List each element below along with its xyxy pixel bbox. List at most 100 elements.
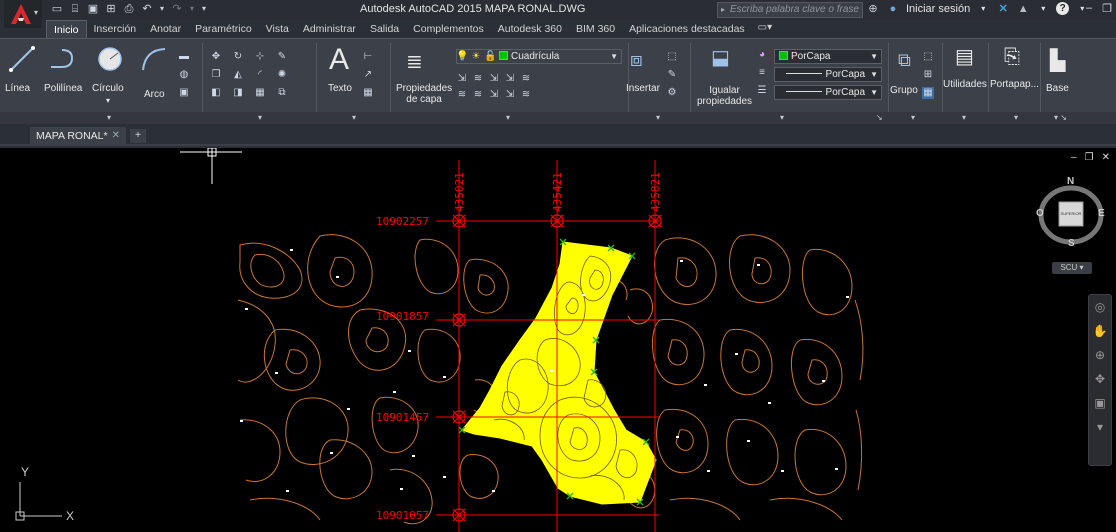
arc-icon[interactable]	[140, 45, 168, 73]
attribute-icon[interactable]: ⚙	[667, 87, 677, 98]
layer-lock-icon[interactable]: 🔓	[484, 51, 497, 62]
layer-tool-7-icon[interactable]: ≋	[473, 89, 483, 100]
signin-dropdown-icon[interactable]: ▾	[981, 4, 986, 13]
print-icon[interactable]: ⎙	[124, 3, 134, 15]
groups-panel-expand-icon[interactable]: ▾	[911, 113, 916, 122]
ribbon-minimize-icon[interactable]: ▭▾	[757, 22, 773, 33]
tab-inicio[interactable]: Inicio	[46, 20, 87, 38]
tab-vista[interactable]: Vista	[265, 23, 289, 35]
color-dropdown[interactable]: PorCapa ▼	[774, 49, 882, 64]
binoculars-icon[interactable]: ⊕	[868, 3, 878, 15]
base-view-icon[interactable]: ▙	[1050, 50, 1066, 72]
utilities-button[interactable]: Utilidades	[943, 79, 987, 90]
properties-panel-expand-icon[interactable]: ▾	[780, 113, 785, 122]
offset-icon[interactable]: ⧉	[278, 87, 286, 98]
search-input[interactable]: ▸ Escriba palabra clave o frase	[717, 2, 863, 18]
region-icon[interactable]: ▣	[179, 87, 189, 98]
tab-administrar[interactable]: Administrar	[302, 23, 356, 35]
tab-autodesk-360[interactable]: Autodesk 360	[497, 23, 562, 35]
leader-icon[interactable]: ↗	[363, 69, 373, 80]
tab-insercion[interactable]: Inserción	[93, 23, 137, 35]
help-icon[interactable]: ?	[1056, 2, 1070, 15]
layer-freeze-icon[interactable]: ☀	[471, 51, 481, 62]
viewcube-face-top[interactable]: SUPERIOR	[1060, 211, 1082, 216]
layer-tool-5-icon[interactable]: ≋	[521, 73, 531, 84]
clipboard-button[interactable]: Portapap...	[990, 79, 1039, 90]
tab-anotar[interactable]: Anotar	[150, 23, 182, 35]
redo-dropdown-icon[interactable]: ▾	[189, 4, 194, 13]
signin-button[interactable]: Iniciar sesión	[906, 2, 971, 15]
zoom-icon[interactable]: ⊕	[1094, 348, 1106, 362]
trim-icon[interactable]: ⊹	[255, 51, 265, 62]
layer-on-icon[interactable]: 💡	[456, 51, 469, 62]
steering-wheel-icon[interactable]: ◎	[1094, 300, 1106, 314]
scale-icon[interactable]: ◨	[233, 87, 243, 98]
dimension-icon[interactable]: ⊢	[363, 51, 373, 62]
stretch-icon[interactable]: ◧	[211, 87, 221, 98]
undo-icon[interactable]: ↶	[142, 3, 152, 15]
viewcube[interactable]: N S E O SUPERIOR	[1034, 176, 1108, 252]
hatch-icon[interactable]: ◍	[179, 69, 189, 80]
insert-button[interactable]: Insertar	[626, 83, 660, 94]
base-button[interactable]: Base	[1046, 83, 1069, 94]
layer-tool-4-icon[interactable]: ⇲	[505, 73, 515, 84]
group-edit-icon[interactable]: ⊞	[923, 69, 933, 80]
fillet-icon[interactable]: ◜	[258, 69, 262, 80]
compass-north[interactable]: N	[1067, 176, 1075, 187]
polyline-icon[interactable]	[48, 45, 76, 73]
viewport-minimize-icon[interactable]: –	[1071, 152, 1077, 163]
ungroup-icon[interactable]: ⬚	[923, 51, 933, 62]
navbar-menu-icon[interactable]: ▾	[1096, 420, 1104, 434]
application-menu-button[interactable]: ▾	[4, 0, 42, 28]
lineweight-dropdown[interactable]: PorCapa ▼	[774, 85, 882, 100]
save-as-icon[interactable]: ⊞	[106, 3, 116, 15]
clipboard-icon[interactable]: ⎘	[1004, 46, 1020, 68]
circle-dropdown-icon[interactable]: ▾	[106, 96, 111, 105]
tab-complementos[interactable]: Complementos	[413, 23, 484, 35]
array-icon[interactable]: ▦	[255, 87, 265, 98]
viewport-restore-icon[interactable]: ❐	[1084, 152, 1094, 163]
circle-button[interactable]: Círculo	[92, 83, 124, 94]
layer-tool-6-icon[interactable]: ≋	[457, 89, 467, 100]
block-panel-expand-icon[interactable]: ▾	[656, 113, 661, 122]
table-icon[interactable]: ▦	[363, 87, 373, 98]
text-button[interactable]: Texto	[328, 83, 352, 94]
rectangle-icon[interactable]: ▬	[179, 51, 189, 62]
tab-parametrico[interactable]: Paramétrico	[195, 23, 252, 35]
line-icon[interactable]	[8, 45, 36, 73]
pan-icon[interactable]: ✋	[1092, 324, 1108, 338]
drawing-canvas[interactable]: 10902257 10901857 10901457 10901057 4350…	[0, 148, 1116, 532]
a360-icon[interactable]: ▲	[1017, 2, 1029, 15]
polyline-button[interactable]: Polilínea	[44, 83, 83, 94]
parcel-polygon[interactable]	[461, 241, 657, 505]
erase-icon[interactable]: ✎	[277, 51, 287, 62]
group-icon[interactable]: ⧉	[898, 50, 911, 70]
match-properties-button[interactable]: Igualar propiedades	[697, 85, 752, 107]
compass-east[interactable]: E	[1098, 208, 1105, 219]
explode-icon[interactable]: ✺	[277, 69, 287, 80]
linetype-dropdown[interactable]: PorCapa ▼	[774, 67, 882, 82]
insert-block-icon[interactable]: ⧈	[630, 49, 643, 71]
layer-tool-1-icon[interactable]: ⇲	[457, 73, 467, 84]
exchange-apps-icon[interactable]: ✕	[998, 3, 1008, 15]
modify-panel-expand-icon[interactable]: ▾	[258, 113, 263, 122]
layer-tool-2-icon[interactable]: ≋	[473, 73, 483, 84]
open-icon[interactable]: ⌸	[71, 3, 79, 15]
group-button[interactable]: Grupo	[890, 85, 918, 96]
create-block-icon[interactable]: ⬚	[667, 51, 677, 62]
layer-tool-9-icon[interactable]: ⇲	[505, 89, 515, 100]
text-icon[interactable]: A	[329, 43, 350, 76]
view-panel-expand-icon[interactable]: ▾ ↘	[1054, 113, 1067, 122]
edit-block-icon[interactable]: ✎	[667, 69, 677, 80]
ucs-menu-button[interactable]: SCU ▾	[1052, 262, 1092, 274]
layer-tool-10-icon[interactable]: ≋	[521, 89, 531, 100]
mirror-icon[interactable]: ◭	[234, 69, 242, 80]
minimize-icon[interactable]: –	[1086, 2, 1093, 14]
layer-tool-8-icon[interactable]: ⇲	[489, 89, 499, 100]
compass-west[interactable]: O	[1036, 208, 1044, 219]
clipboard-panel-expand-icon[interactable]: ▾	[1014, 113, 1019, 122]
arc-button[interactable]: Arco	[144, 89, 165, 100]
close-icon[interactable]: ✕	[111, 130, 120, 141]
orbit-icon[interactable]: ✥	[1094, 372, 1106, 386]
tab-aplicaciones-destacadas[interactable]: Aplicaciones destacadas	[629, 23, 745, 35]
